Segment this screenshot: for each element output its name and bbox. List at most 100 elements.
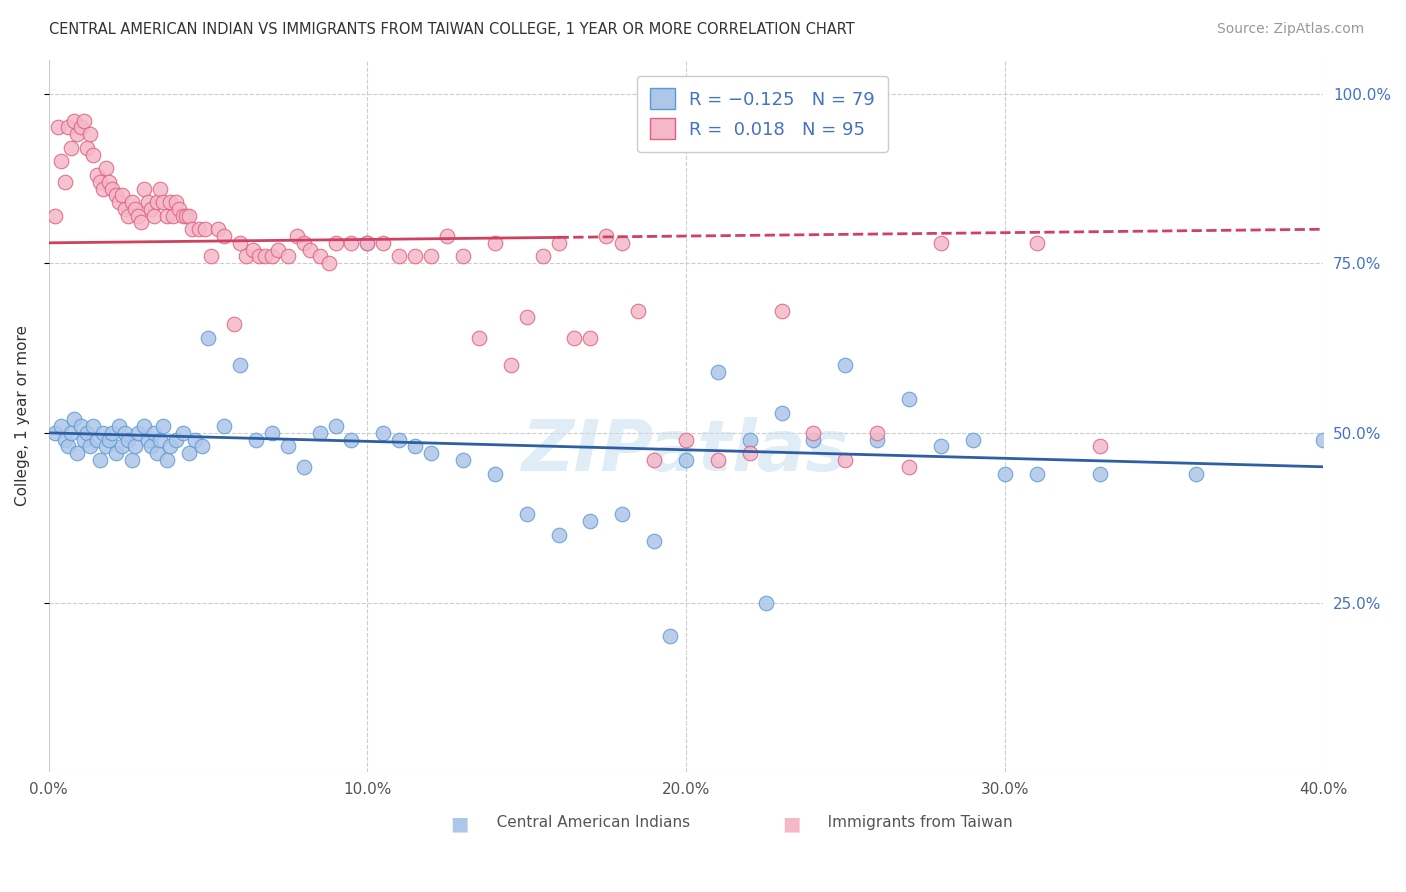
Point xyxy=(181,222,204,236)
Point xyxy=(200,249,222,263)
Point xyxy=(177,446,200,460)
Point xyxy=(484,467,506,481)
Point xyxy=(190,439,212,453)
Point xyxy=(46,120,69,135)
Point xyxy=(44,209,66,223)
Point xyxy=(76,141,98,155)
Point xyxy=(134,419,156,434)
Point xyxy=(516,508,538,522)
Point xyxy=(169,202,191,216)
Point xyxy=(420,446,443,460)
Point xyxy=(114,425,136,440)
Point xyxy=(579,331,602,345)
Text: Source: ZipAtlas.com: Source: ZipAtlas.com xyxy=(1216,22,1364,37)
Point xyxy=(373,235,395,250)
Point xyxy=(79,128,101,142)
Point xyxy=(595,229,617,244)
Point xyxy=(53,433,76,447)
Point xyxy=(117,433,139,447)
Point xyxy=(63,113,86,128)
Point xyxy=(1090,439,1112,453)
Point xyxy=(738,433,761,447)
Point xyxy=(101,181,124,195)
Point xyxy=(44,425,66,440)
Point xyxy=(152,195,174,210)
Point xyxy=(277,439,299,453)
Point xyxy=(325,235,347,250)
Point xyxy=(277,249,299,263)
Point xyxy=(60,141,83,155)
Text: ZIPatlas: ZIPatlas xyxy=(522,417,849,486)
Point xyxy=(222,318,245,332)
Point xyxy=(404,249,426,263)
Legend: R = −0.125   N = 79, R =  0.018   N = 95: R = −0.125 N = 79, R = 0.018 N = 95 xyxy=(637,76,887,152)
Point xyxy=(564,331,586,345)
Point xyxy=(388,249,411,263)
Point xyxy=(197,331,219,345)
Point xyxy=(94,161,117,176)
Point xyxy=(76,425,98,440)
Point xyxy=(929,439,952,453)
Point xyxy=(235,249,257,263)
Point xyxy=(91,425,114,440)
Point xyxy=(172,209,194,223)
Text: CENTRAL AMERICAN INDIAN VS IMMIGRANTS FROM TAIWAN COLLEGE, 1 YEAR OR MORE CORREL: CENTRAL AMERICAN INDIAN VS IMMIGRANTS FR… xyxy=(49,22,855,37)
Point xyxy=(142,209,165,223)
Point xyxy=(98,175,121,189)
Point xyxy=(803,425,825,440)
Point xyxy=(162,209,184,223)
Point xyxy=(340,433,363,447)
Point xyxy=(484,235,506,250)
Point xyxy=(89,453,111,467)
Point xyxy=(53,175,76,189)
Point xyxy=(547,235,569,250)
Point xyxy=(156,209,179,223)
Point xyxy=(340,235,363,250)
Point xyxy=(94,439,117,453)
Text: Immigrants from Taiwan: Immigrants from Taiwan xyxy=(814,815,1014,830)
Point xyxy=(755,595,778,609)
Point xyxy=(101,425,124,440)
Point xyxy=(420,249,443,263)
Point xyxy=(627,303,650,318)
Point xyxy=(866,433,889,447)
Point xyxy=(292,235,315,250)
Point xyxy=(136,195,159,210)
Point xyxy=(229,235,252,250)
Point xyxy=(404,439,426,453)
Point xyxy=(388,433,411,447)
Point xyxy=(436,229,458,244)
Point xyxy=(516,310,538,325)
Text: ■: ■ xyxy=(451,815,482,834)
Point xyxy=(108,195,131,210)
Point xyxy=(51,419,73,434)
Point xyxy=(212,229,235,244)
Point xyxy=(643,534,665,549)
Point xyxy=(260,249,283,263)
Point xyxy=(82,419,104,434)
Point xyxy=(63,412,86,426)
Point xyxy=(267,243,290,257)
Point xyxy=(184,433,207,447)
Point xyxy=(325,419,347,434)
Point xyxy=(108,419,131,434)
Point xyxy=(242,243,264,257)
Point xyxy=(165,433,187,447)
Point xyxy=(929,235,952,250)
Point xyxy=(207,222,229,236)
Point xyxy=(86,168,108,182)
Point xyxy=(285,229,308,244)
Point xyxy=(134,181,156,195)
Point xyxy=(373,425,395,440)
Point xyxy=(898,459,921,474)
Point xyxy=(612,235,634,250)
Point xyxy=(121,195,143,210)
Point xyxy=(111,439,134,453)
Y-axis label: College, 1 year or more: College, 1 year or more xyxy=(15,326,30,507)
Point xyxy=(82,147,104,161)
Point xyxy=(69,120,91,135)
Point xyxy=(308,425,330,440)
Point xyxy=(1025,235,1047,250)
Point xyxy=(1185,467,1208,481)
Point xyxy=(127,209,149,223)
